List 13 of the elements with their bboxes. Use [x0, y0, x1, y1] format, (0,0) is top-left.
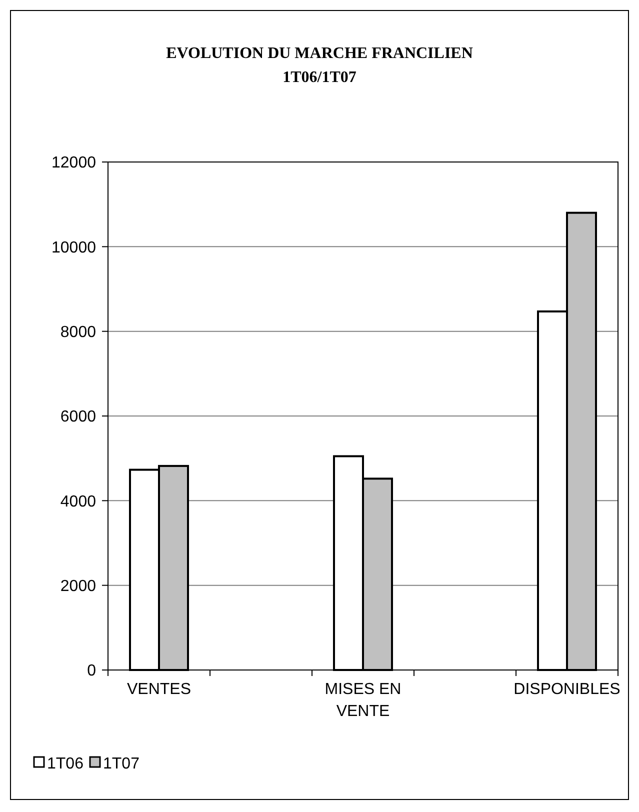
- legend-label: 1T06: [47, 756, 84, 773]
- chart-title: EVOLUTION DU MARCHE FRANCILIEN 1T06/1T07: [166, 45, 474, 86]
- y-tick-label: 0: [87, 662, 96, 680]
- y-tick-label: 10000: [52, 239, 96, 256]
- y-tick-label: 8000: [60, 324, 96, 341]
- x-tick-label: DISPONIBLES: [514, 681, 620, 698]
- legend-label: 1T07: [103, 756, 140, 773]
- y-tick-label: 4000: [60, 493, 96, 510]
- x-tick-label: MISES EN VENTE: [324, 681, 402, 720]
- x-tick-label: VENTES: [126, 681, 192, 698]
- y-tick-label: 2000: [60, 578, 96, 595]
- y-tick-label: 6000: [60, 408, 96, 426]
- y-tick-label: 12000: [52, 154, 96, 172]
